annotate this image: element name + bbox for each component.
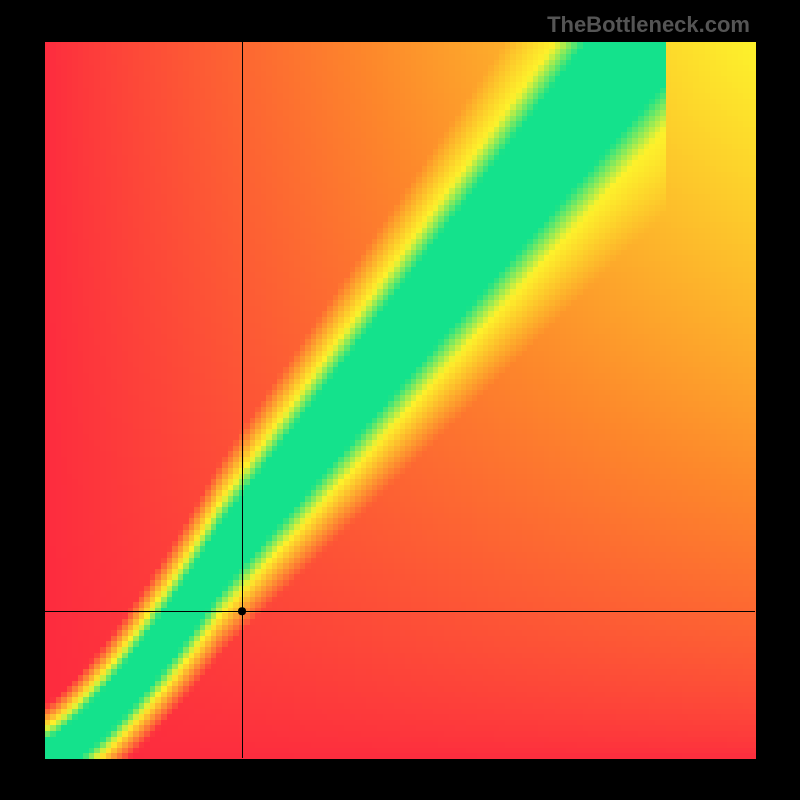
chart-container: TheBottleneck.com <box>0 0 800 800</box>
heatmap-canvas <box>0 0 800 800</box>
